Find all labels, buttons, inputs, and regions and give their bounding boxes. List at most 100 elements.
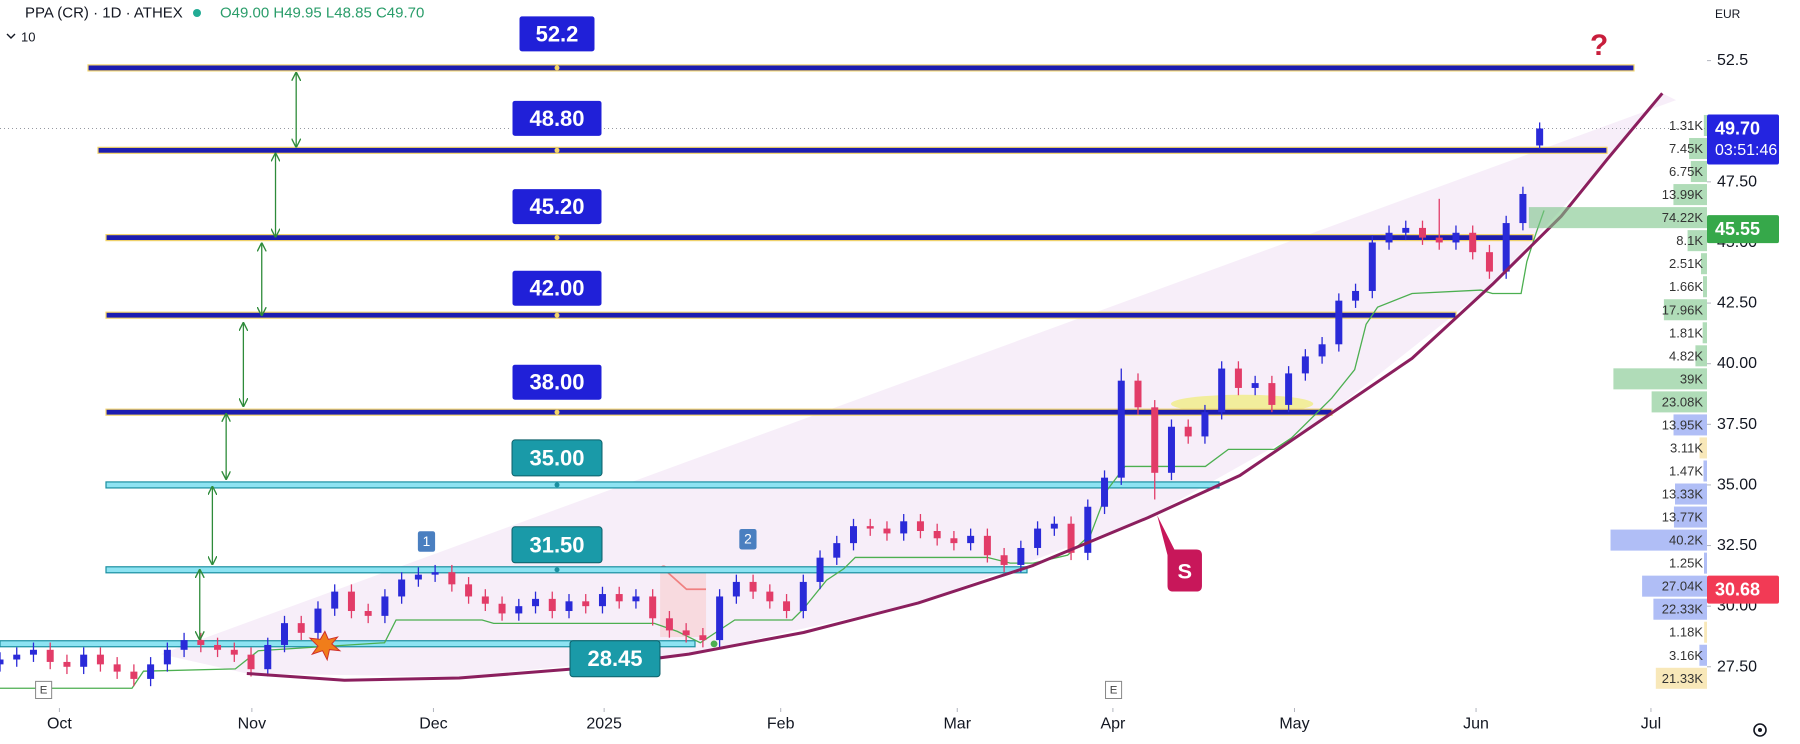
volume-bar xyxy=(1613,368,1707,390)
y-tick-label: 40.00 xyxy=(1717,355,1757,372)
volume-label: 4.82K xyxy=(1669,348,1703,363)
volume-bar xyxy=(1673,184,1707,206)
signal-label: S xyxy=(1177,559,1192,584)
candle-body xyxy=(1452,232,1460,243)
volume-bar xyxy=(1704,621,1707,643)
y-tick-label: 37.50 xyxy=(1717,416,1757,433)
candle-body xyxy=(649,596,657,619)
level-anchor xyxy=(554,65,560,71)
volume-label: 21.33K xyxy=(1662,671,1704,686)
candle-body xyxy=(716,596,724,641)
volume-label: 1.18K xyxy=(1669,625,1703,640)
candle-body xyxy=(749,581,757,592)
level-label-box xyxy=(569,640,661,678)
candle-body xyxy=(29,649,37,655)
candle-body xyxy=(398,579,406,597)
currency: EUR xyxy=(1715,7,1741,21)
level-line xyxy=(105,311,1457,319)
candle-body xyxy=(665,618,673,631)
x-tick-label: Jul xyxy=(1641,716,1661,733)
marker-box xyxy=(417,531,436,552)
candle-body xyxy=(431,572,439,575)
volume-label: 6.75K xyxy=(1669,164,1703,179)
candle-body xyxy=(1067,523,1075,553)
candle-body xyxy=(615,594,623,602)
volume-bar xyxy=(1703,460,1707,482)
volume-label: 1.31K xyxy=(1669,118,1703,133)
candle-body xyxy=(1184,426,1192,437)
level-label: 35.00 xyxy=(529,445,584,470)
volume-bar xyxy=(1642,575,1707,597)
level-label: 52.2 xyxy=(536,21,579,46)
gear[interactable] xyxy=(1753,723,1767,737)
volume-label: 74.22K xyxy=(1662,210,1704,225)
level-label: 31.50 xyxy=(529,532,584,557)
candle-body xyxy=(1352,290,1360,301)
volume-bar xyxy=(1690,161,1707,183)
candle-body xyxy=(130,671,138,679)
candle-body xyxy=(13,654,21,660)
candle-body xyxy=(448,572,456,585)
candle-body xyxy=(1268,383,1276,405)
candle-body xyxy=(1318,344,1326,357)
candle-body xyxy=(331,591,339,609)
candle-body xyxy=(1385,232,1393,243)
level-label-box xyxy=(511,269,603,307)
level-labels: 52.2 48.80 45.20 42.00 38.00 35.00 31.50 28.45 xyxy=(511,15,661,678)
level-anchor xyxy=(554,147,560,153)
candle-body xyxy=(113,664,121,672)
volume-label: 7.45K xyxy=(1669,141,1703,156)
chevron[interactable] xyxy=(6,33,16,39)
time-axis xyxy=(0,708,1707,744)
x-tick-label: Jun xyxy=(1463,716,1489,733)
x-tick-label: 2025 xyxy=(586,716,622,733)
price-tag-label: 30.68 xyxy=(1715,580,1760,600)
candle-body xyxy=(1502,223,1510,272)
volume-bar xyxy=(1699,437,1707,459)
candle-body xyxy=(1301,356,1309,374)
volume-profile: 1.31K 7.45K 6.75K 13.99K 74.22K 8.1K 2.51K 1.66… xyxy=(1528,114,1707,689)
candle-body xyxy=(1519,193,1527,224)
earnings-label: E xyxy=(1110,685,1118,697)
candle-body xyxy=(515,606,523,614)
candle-body xyxy=(147,664,155,679)
candle-body xyxy=(850,526,857,544)
candle-body xyxy=(180,640,188,650)
volume-bar xyxy=(1653,598,1707,620)
volume-label: 1.81K xyxy=(1669,325,1703,340)
candle-body xyxy=(699,635,707,641)
level-line xyxy=(105,566,1028,574)
candle-body xyxy=(1151,407,1159,473)
status-dot xyxy=(193,9,201,17)
level-anchor xyxy=(554,235,560,241)
settings-icon[interactable] xyxy=(1753,723,1767,737)
price-tag-label: 49.70 xyxy=(1715,119,1760,139)
badge[interactable]: 10 xyxy=(21,30,35,45)
level-anchor xyxy=(554,312,560,318)
volume-label: 8.1K xyxy=(1676,233,1703,248)
candle-body xyxy=(297,623,305,633)
volume-bar xyxy=(1695,345,1707,367)
gear-center[interactable] xyxy=(1758,728,1762,732)
candle-body xyxy=(314,608,322,633)
chart-title: PPA (CR) · 1D · ATHEX xyxy=(25,5,183,22)
volume-bar xyxy=(1673,414,1707,436)
candle-body xyxy=(381,596,389,616)
candle-body xyxy=(1402,227,1410,233)
candle-body xyxy=(883,528,891,534)
candle-body xyxy=(816,557,824,582)
volume-bar xyxy=(1675,483,1707,505)
candle-body xyxy=(1000,555,1008,565)
volume-bar xyxy=(1699,644,1707,666)
volume-bar xyxy=(1528,207,1707,229)
y-tick-label: 47.50 xyxy=(1717,173,1757,190)
trend-curve xyxy=(247,93,1662,680)
candle-body xyxy=(866,526,874,529)
candle-body xyxy=(1536,128,1544,146)
volume-bar xyxy=(1673,506,1707,528)
x-tick-label: May xyxy=(1279,716,1309,733)
candle-body xyxy=(163,649,171,665)
candle-body xyxy=(565,601,573,612)
